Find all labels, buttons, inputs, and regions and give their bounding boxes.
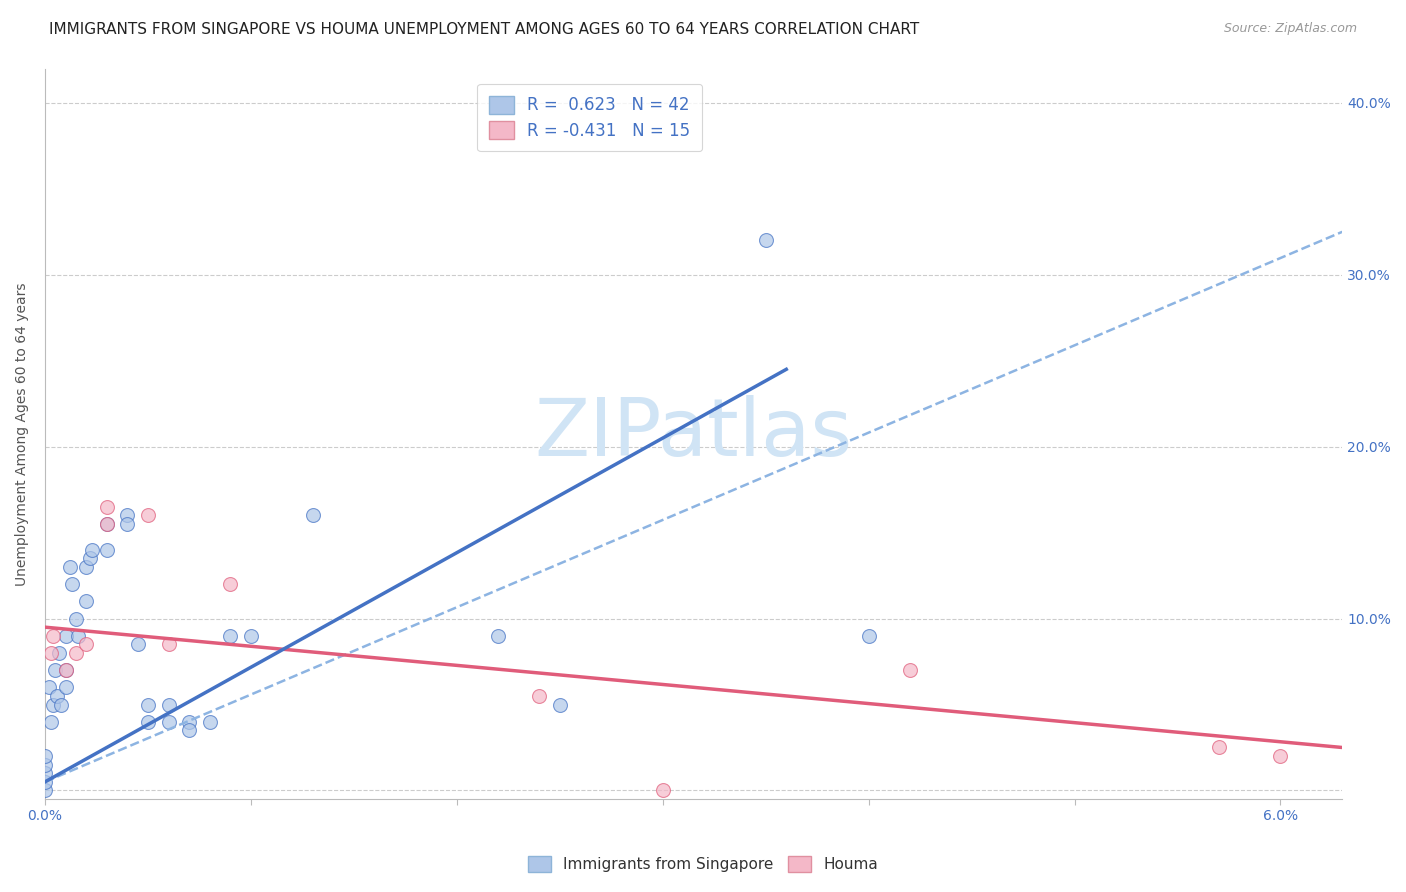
Point: [127, 637, 149, 651]
Point: [136, 698, 159, 712]
Point: [51, 698, 73, 712]
Point: [96, 542, 118, 557]
Point: [157, 637, 180, 651]
Legend: Immigrants from Singapore, Houma: Immigrants from Singapore, Houma: [520, 848, 886, 880]
Point: [34, 783, 56, 797]
Point: [117, 508, 139, 523]
Point: [1270, 749, 1292, 764]
Point: [179, 714, 201, 729]
Point: [486, 629, 509, 643]
Point: [198, 714, 221, 729]
Point: [651, 783, 673, 797]
Point: [55, 681, 77, 695]
Point: [179, 723, 201, 738]
Point: [755, 234, 778, 248]
Point: [34, 775, 56, 789]
Point: [1208, 740, 1230, 755]
Point: [44, 663, 66, 677]
Point: [59, 560, 82, 574]
Point: [38, 681, 60, 695]
Point: [75, 594, 97, 608]
Point: [117, 516, 139, 531]
Point: [55, 629, 77, 643]
Point: [75, 560, 97, 574]
Point: [48, 646, 70, 660]
Point: [82, 542, 104, 557]
Point: [157, 698, 180, 712]
Point: [898, 663, 921, 677]
Point: [65, 611, 87, 625]
Point: [39, 646, 62, 660]
Point: [39, 714, 62, 729]
Point: [548, 698, 571, 712]
Point: [136, 508, 159, 523]
Text: ZIPatlas: ZIPatlas: [534, 395, 852, 473]
Point: [34, 757, 56, 772]
Point: [527, 689, 550, 703]
Point: [66, 629, 89, 643]
Text: IMMIGRANTS FROM SINGAPORE VS HOUMA UNEMPLOYMENT AMONG AGES 60 TO 64 YEARS CORREL: IMMIGRANTS FROM SINGAPORE VS HOUMA UNEMP…: [49, 22, 920, 37]
Point: [55, 663, 77, 677]
Point: [46, 689, 69, 703]
Point: [96, 516, 118, 531]
Point: [65, 646, 87, 660]
Point: [60, 577, 83, 591]
Point: [96, 516, 118, 531]
Point: [219, 577, 242, 591]
Y-axis label: Unemployment Among Ages 60 to 64 years: Unemployment Among Ages 60 to 64 years: [15, 282, 30, 585]
Point: [96, 500, 118, 514]
Point: [157, 714, 180, 729]
Point: [34, 766, 56, 780]
Legend: R =  0.623   N = 42, R = -0.431   N = 15: R = 0.623 N = 42, R = -0.431 N = 15: [478, 84, 702, 152]
Point: [301, 508, 323, 523]
Point: [42, 698, 65, 712]
Point: [55, 663, 77, 677]
Point: [239, 629, 262, 643]
Point: [34, 749, 56, 764]
Point: [42, 629, 65, 643]
Point: [136, 714, 159, 729]
Point: [858, 629, 880, 643]
Point: [79, 551, 101, 566]
Text: Source: ZipAtlas.com: Source: ZipAtlas.com: [1223, 22, 1357, 36]
Point: [219, 629, 242, 643]
Point: [75, 637, 97, 651]
